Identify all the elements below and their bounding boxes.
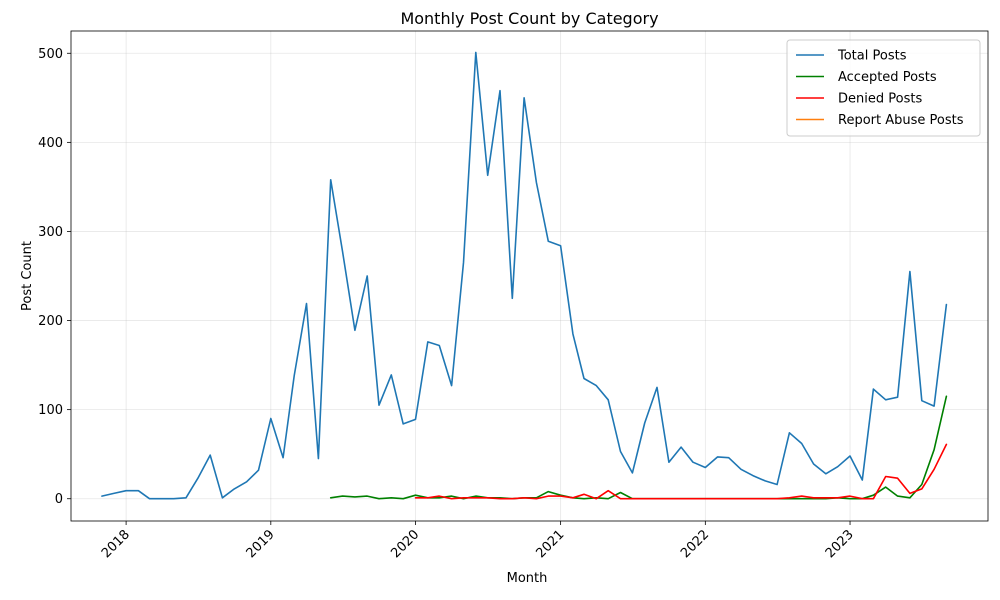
series-lines	[101, 51, 948, 500]
legend-box	[786, 39, 981, 137]
y-tick-label: 100	[38, 403, 63, 418]
legend: Total Posts Accepted Posts Denied Posts Rep…	[786, 39, 981, 137]
y-tick-label: 500	[38, 47, 63, 62]
series-line-total-posts	[101, 51, 948, 500]
grid	[71, 31, 988, 521]
y-axis-ticks: 0 100 200 300 400 500	[38, 47, 71, 507]
y-tick-label: 300	[38, 225, 63, 240]
y-tick-label: 200	[38, 314, 63, 329]
series-line-denied-posts	[414, 443, 948, 500]
legend-label-accepted-posts: Accepted Posts	[838, 70, 937, 85]
legend-label-total-posts: Total Posts	[837, 49, 907, 64]
plot-frame	[70, 30, 989, 522]
legend-label-denied-posts: Denied Posts	[838, 92, 922, 107]
y-axis-title: Post Count	[20, 241, 35, 311]
x-axis-title: Month	[507, 571, 548, 586]
chart-title: Monthly Post Count by Category	[400, 9, 658, 28]
legend-label-report-abuse-posts: Report Abuse Posts	[838, 113, 964, 128]
y-tick-label: 400	[38, 136, 63, 151]
y-tick-label: 0	[55, 492, 63, 507]
